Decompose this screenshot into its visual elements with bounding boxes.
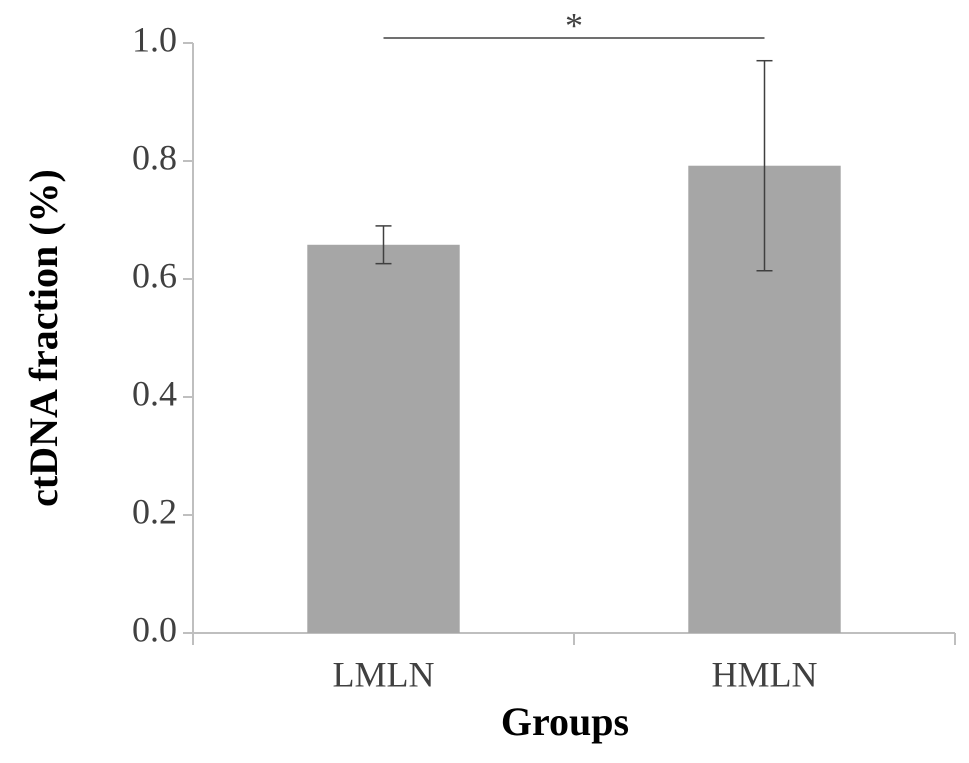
y-tick-label: 1.0	[132, 19, 177, 59]
bar	[307, 244, 460, 633]
error-bar	[756, 59, 773, 272]
significance-label: *	[565, 5, 583, 45]
y-tick-label: 0.2	[132, 491, 177, 531]
y-tick-label: 0.4	[132, 373, 177, 413]
y-tick-label: 0.6	[132, 255, 177, 295]
x-tick-label: HMLN	[712, 654, 818, 694]
x-tick-label: LMLN	[333, 654, 435, 694]
y-axis-title: ctDNA fraction (%)	[21, 169, 66, 507]
y-tick-label: 0.8	[132, 137, 177, 177]
y-tick-label: 0.0	[132, 609, 177, 649]
error-bar	[375, 225, 392, 265]
x-axis-title: Groups	[501, 699, 629, 744]
